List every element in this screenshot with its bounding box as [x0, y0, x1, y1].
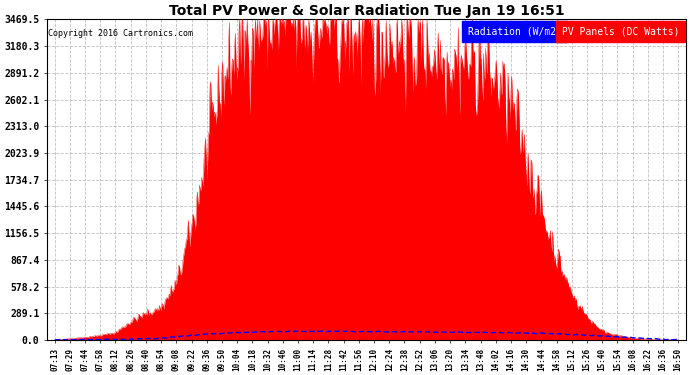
Legend: Radiation (W/m2), PV Panels (DC Watts): Radiation (W/m2), PV Panels (DC Watts)	[466, 24, 681, 38]
Text: Copyright 2016 Cartronics.com: Copyright 2016 Cartronics.com	[48, 29, 193, 38]
Title: Total PV Power & Solar Radiation Tue Jan 19 16:51: Total PV Power & Solar Radiation Tue Jan…	[168, 4, 564, 18]
